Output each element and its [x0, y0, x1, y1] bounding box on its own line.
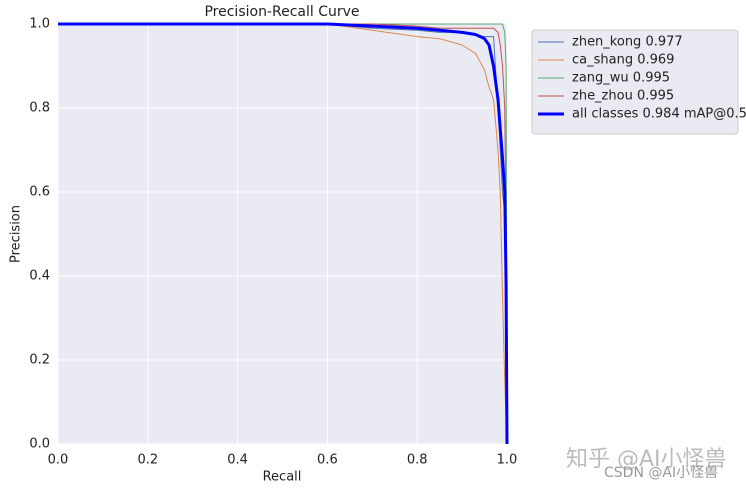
legend-label: zhen_kong 0.977 [572, 35, 683, 50]
legend-label: all classes 0.984 mAP@0.5 [572, 107, 746, 122]
y-axis-label: Precision [9, 205, 24, 263]
legend-label: zang_wu 0.995 [572, 71, 670, 86]
x-tick-label: 0.4 [227, 453, 248, 468]
legend-label: ca_shang 0.969 [572, 53, 674, 68]
x-tick-label: 0.2 [137, 453, 158, 468]
legend-label: zhe_zhou 0.995 [572, 89, 674, 104]
pr-curve [58, 23, 508, 445]
y-tick-label: 0.0 [29, 437, 50, 452]
x-tick-label: 1.0 [497, 453, 518, 468]
y-tick-label: 0.2 [29, 353, 50, 368]
watermark: CSDN @AI小怪兽 [604, 465, 718, 481]
watermark: 知乎 @AI小怪兽 [566, 447, 727, 472]
y-tick-label: 1.0 [29, 17, 50, 32]
plot-background [58, 24, 507, 444]
pr-curve [58, 23, 508, 445]
y-tick-label: 0.8 [29, 101, 50, 116]
y-tick-label: 0.6 [29, 185, 50, 200]
pr-curve [58, 22, 509, 445]
chart-title: Precision-Recall Curve [204, 4, 359, 20]
x-axis-label: Recall [263, 470, 302, 485]
y-tick-label: 0.4 [29, 269, 50, 284]
legend-box [531, 29, 739, 135]
pr-curve [58, 23, 508, 445]
x-tick-label: 0.6 [317, 453, 338, 468]
x-tick-label: 0.0 [48, 453, 69, 468]
x-tick-label: 0.8 [407, 453, 428, 468]
